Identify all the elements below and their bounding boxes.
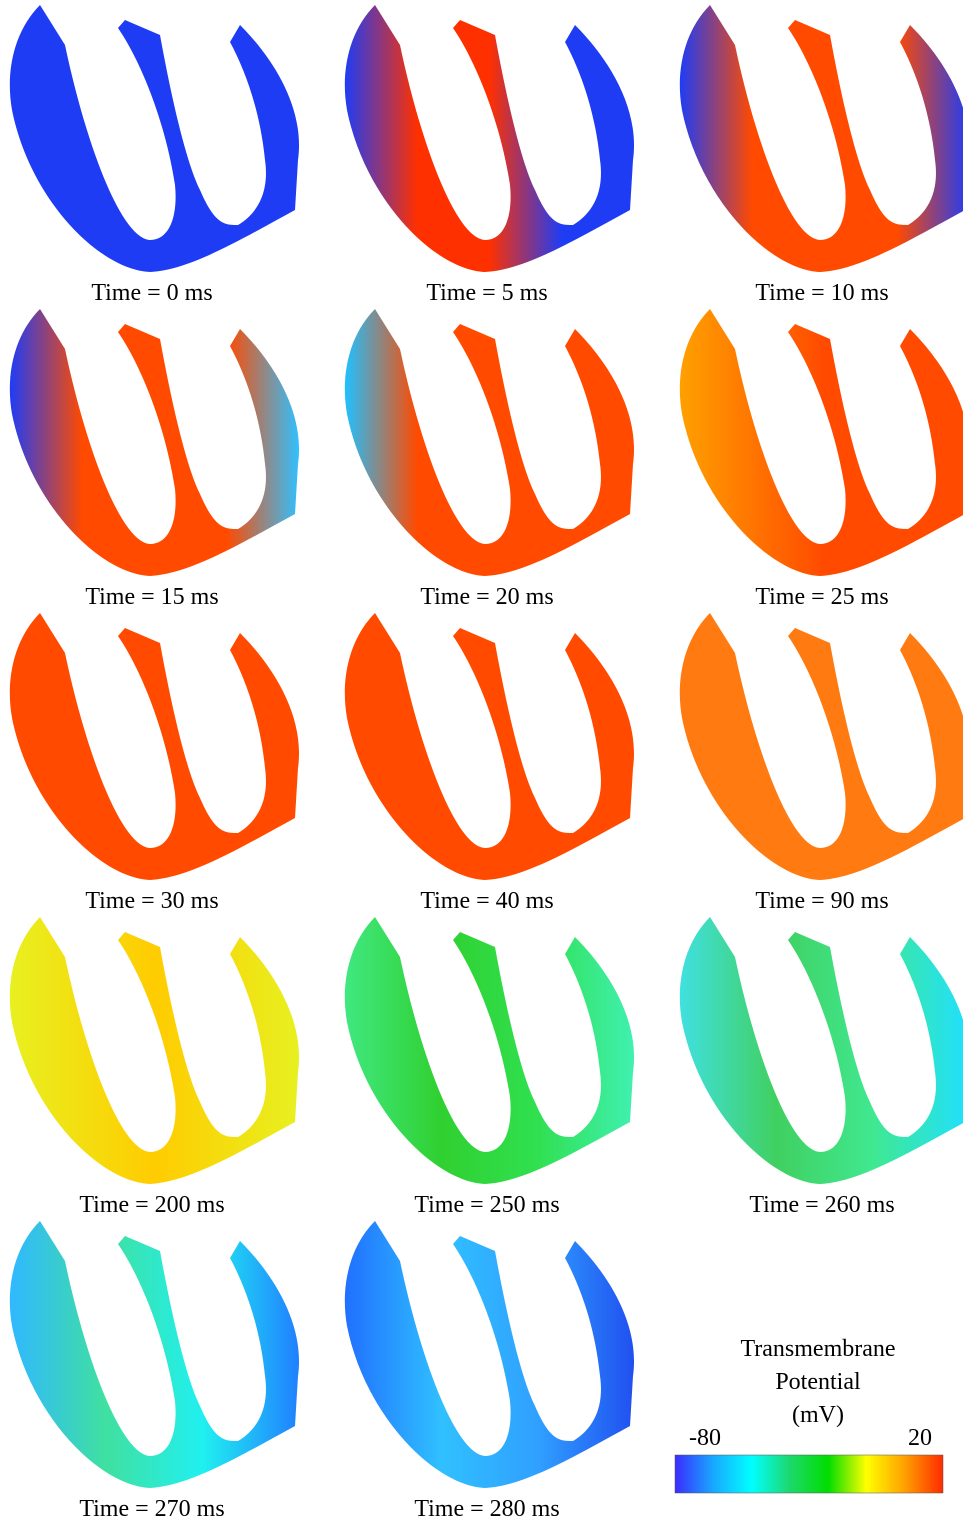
- heart-slice: [344, 917, 635, 1184]
- heart-slice: [679, 917, 963, 1184]
- heart-slice: [344, 613, 635, 880]
- panel-label: Time = 90 ms: [755, 888, 888, 914]
- heart-slice: [679, 309, 963, 576]
- heart-slice: [9, 613, 300, 880]
- panel: Time = 30 ms: [9, 613, 300, 914]
- panel: Time = 260 ms: [679, 917, 963, 1218]
- colorbar-title: Transmembrane: [740, 1336, 895, 1362]
- heart-slice: [679, 613, 963, 880]
- panel: Time = 5 ms: [344, 5, 635, 306]
- panel: Time = 280 ms: [344, 1221, 635, 1522]
- panel: Time = 270 ms: [9, 1221, 300, 1522]
- panel-label: Time = 40 ms: [420, 888, 553, 914]
- colorbar: Transmembrane Potential (mV) -80 20: [674, 1336, 944, 1494]
- heart-slice: [679, 5, 963, 272]
- panel-label: Time = 260 ms: [749, 1192, 894, 1218]
- panel-label: Time = 0 ms: [91, 280, 212, 306]
- panel-label: Time = 270 ms: [79, 1496, 224, 1522]
- heart-slice: [9, 917, 300, 1184]
- heart-slice: [344, 5, 635, 272]
- panel: Time = 25 ms: [679, 309, 963, 610]
- panel: Time = 15 ms: [9, 309, 300, 610]
- panel: Time = 250 ms: [344, 917, 635, 1218]
- panel-label: Time = 10 ms: [755, 280, 888, 306]
- colorbar-title: Potential: [775, 1369, 861, 1395]
- panel-label: Time = 25 ms: [755, 584, 888, 610]
- panel: Time = 20 ms: [344, 309, 635, 610]
- panel-label: Time = 5 ms: [426, 280, 547, 306]
- panel-label: Time = 280 ms: [414, 1496, 559, 1522]
- panel-label: Time = 250 ms: [414, 1192, 559, 1218]
- heart-slice: [344, 309, 635, 576]
- panel: Time = 40 ms: [344, 613, 635, 914]
- heart-slice: [9, 5, 300, 272]
- heart-slice: [344, 1221, 635, 1488]
- panel-label: Time = 20 ms: [420, 584, 553, 610]
- colorbar-bar: [674, 1454, 944, 1494]
- colorbar-min: -80: [689, 1425, 721, 1451]
- panel: Time = 90 ms: [679, 613, 963, 914]
- panel: Time = 10 ms: [679, 5, 963, 306]
- panel-label: Time = 200 ms: [79, 1192, 224, 1218]
- panel: Time = 0 ms: [9, 5, 300, 306]
- panel-label: Time = 30 ms: [85, 888, 218, 914]
- colorbar-max: 20: [908, 1425, 932, 1451]
- panel-label: Time = 15 ms: [85, 584, 218, 610]
- heart-slice: [9, 309, 300, 576]
- heart-slice: [9, 1221, 300, 1488]
- panel: Time = 200 ms: [9, 917, 300, 1218]
- colorbar-title: (mV): [792, 1402, 844, 1428]
